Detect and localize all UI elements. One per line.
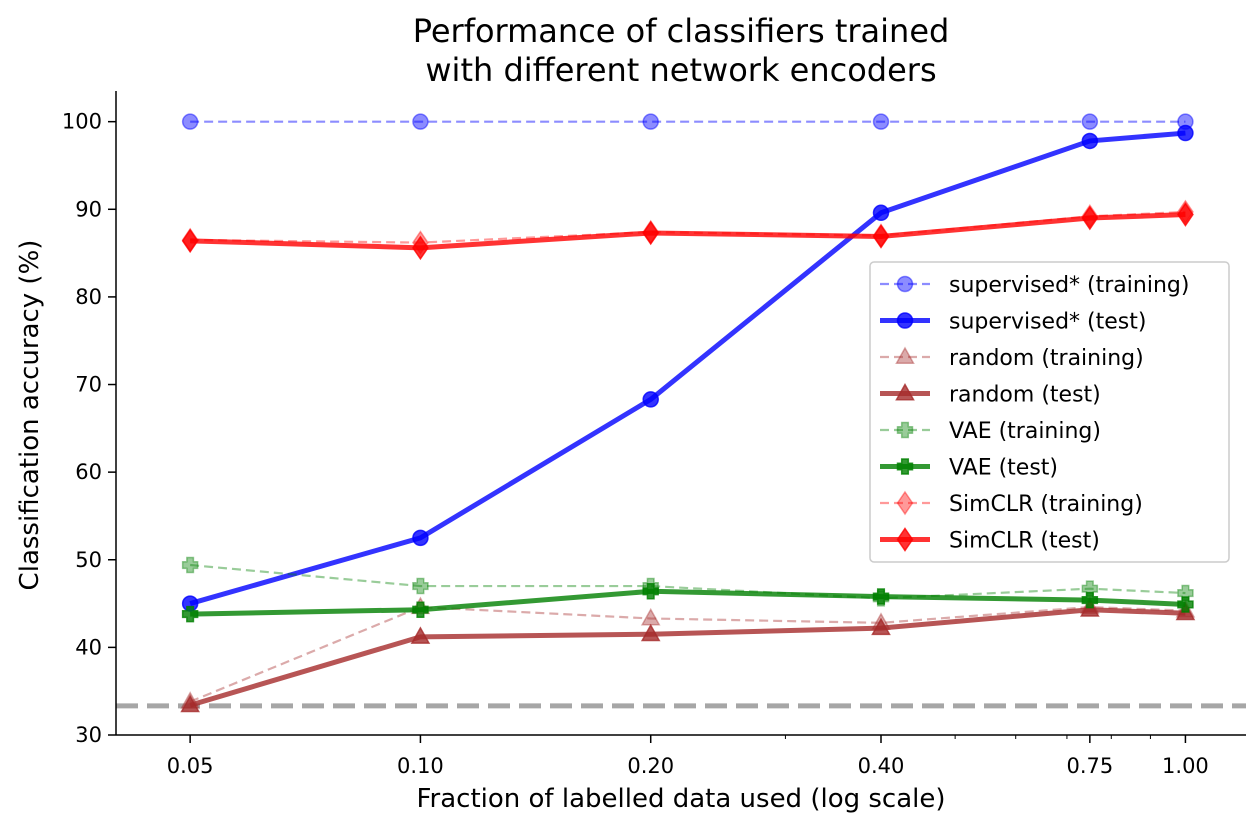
series-line-7	[190, 212, 1186, 251]
series-7	[181, 202, 1194, 261]
x-tick-label: 0.05	[167, 754, 214, 778]
data-point-4-0	[181, 556, 199, 574]
series-line-6	[190, 210, 1186, 244]
legend-label: SimCLR (training)	[949, 492, 1143, 517]
y-tick-label: 70	[75, 373, 102, 397]
data-point-5-5	[1177, 596, 1194, 613]
data-point-3-2	[640, 623, 661, 642]
data-point-1-1	[412, 529, 429, 547]
x-ticks: 0.05 0.10 0.20 0.40 0.75 1.00	[167, 735, 1209, 778]
legend-entry-4: VAE (training)	[880, 419, 1101, 444]
x-tick-label: 0.20	[627, 754, 674, 778]
data-point-2-2	[640, 607, 661, 626]
y-ticks: 30 40 50 60 70 80 90 100	[62, 110, 116, 747]
legend-swatch-marker	[896, 527, 914, 552]
legend-swatch-marker	[896, 312, 914, 329]
data-point-3-3	[871, 617, 891, 636]
series-line-5	[190, 588, 1186, 617]
legend-swatch-marker	[895, 382, 915, 401]
chart-title-line-1: Performance of classifiers trained	[413, 12, 950, 50]
data-point-4-1	[412, 577, 429, 595]
data-point-5-4	[1081, 591, 1099, 609]
x-tick-label: 1.00	[1162, 754, 1209, 778]
data-point-0-1	[412, 113, 429, 130]
legend-entry-0: supervised* (training)	[880, 273, 1189, 298]
legend-entry-1: supervised* (test)	[880, 310, 1146, 335]
legend-entry-7: SimCLR (test)	[880, 527, 1100, 554]
data-point-1-3	[872, 204, 890, 222]
legend-label: random (test)	[949, 383, 1101, 408]
legend-label: SimCLR (test)	[949, 529, 1100, 554]
legend-entry-5: VAE (test)	[880, 456, 1058, 481]
data-point-7-0	[181, 228, 199, 254]
data-point-7-4	[1081, 205, 1099, 231]
series-layer	[180, 113, 1196, 713]
x-tick-label: 0.10	[397, 754, 444, 778]
series-5	[181, 583, 1194, 623]
data-point-0-3	[872, 113, 890, 130]
y-tick-label: 90	[75, 197, 102, 221]
legend-entry-2: random (training)	[880, 346, 1144, 371]
data-point-5-3	[872, 588, 890, 605]
legend-label: supervised* (training)	[949, 273, 1189, 298]
y-tick-label: 40	[75, 635, 102, 659]
data-point-0-2	[642, 113, 659, 130]
data-point-0-0	[181, 113, 199, 130]
legend-swatch-marker	[896, 275, 914, 293]
legend-swatch-marker	[896, 458, 914, 475]
legend-label: VAE (test)	[949, 456, 1058, 481]
data-point-3-1	[410, 626, 431, 644]
legend-entry-3: random (test)	[880, 383, 1101, 408]
series-line-3	[189, 607, 1186, 708]
x-tick-label: 0.75	[1066, 754, 1113, 778]
legend-frame	[869, 261, 1230, 563]
legend-swatch-marker	[895, 346, 915, 365]
series-line-2	[189, 605, 1186, 703]
series-0	[181, 113, 1194, 130]
data-point-7-3	[872, 224, 890, 249]
x-axis-label: Fraction of labelled data used (log scal…	[416, 784, 945, 814]
legend-swatch-marker	[896, 421, 914, 439]
y-tick-label: 30	[75, 723, 102, 747]
data-point-7-1	[412, 235, 429, 261]
data-point-3-0	[180, 694, 200, 713]
chart-title-line-2: with different network encoders	[425, 51, 936, 89]
data-point-0-4	[1081, 113, 1099, 130]
data-point-5-2	[642, 583, 659, 600]
y-tick-label: 100	[62, 110, 102, 134]
y-axis-label: Classification accuracy (%)	[15, 240, 45, 591]
data-point-5-0	[181, 605, 199, 623]
legend-label: VAE (training)	[949, 419, 1101, 444]
legend-swatch-marker	[896, 490, 914, 516]
data-point-7-5	[1177, 202, 1194, 227]
legend-entry-6: SimCLR (training)	[880, 490, 1143, 517]
x-tick-label: 0.40	[858, 754, 905, 778]
data-point-3-4	[1080, 599, 1100, 617]
series-line-1	[189, 130, 1186, 606]
data-point-1-5	[1177, 124, 1194, 142]
series-3	[180, 599, 1196, 713]
data-point-5-1	[412, 601, 429, 618]
legend-label: random (training)	[949, 346, 1144, 371]
legend: supervised* (training) supervised* (test)…	[869, 261, 1230, 563]
legend-label: supervised* (test)	[949, 310, 1146, 335]
y-tick-label: 80	[75, 285, 102, 309]
data-point-1-4	[1081, 132, 1099, 150]
data-point-1-2	[642, 391, 659, 408]
data-point-7-2	[642, 220, 660, 246]
y-tick-label: 60	[75, 460, 102, 484]
y-tick-label: 50	[75, 548, 102, 572]
